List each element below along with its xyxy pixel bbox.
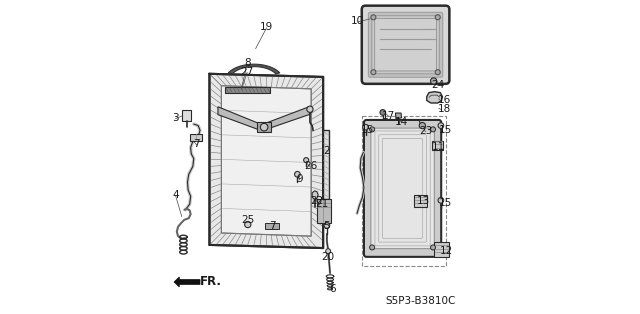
Polygon shape [396,113,402,119]
Polygon shape [264,107,312,130]
Polygon shape [221,86,311,236]
Circle shape [363,124,369,130]
Circle shape [370,127,374,132]
Polygon shape [427,92,442,103]
Text: 14: 14 [395,117,408,127]
FancyBboxPatch shape [369,12,443,77]
Text: 26: 26 [304,161,317,171]
Text: 10: 10 [351,16,364,26]
Circle shape [380,110,386,115]
Circle shape [371,15,376,20]
Circle shape [326,249,331,254]
Text: 13: 13 [417,196,430,206]
Text: 7: 7 [269,221,276,231]
Text: 2: 2 [323,146,330,156]
Text: 7: 7 [193,139,200,149]
Text: 6: 6 [329,284,336,294]
Polygon shape [228,64,280,74]
Text: FR.: FR. [200,275,221,289]
Circle shape [431,127,436,132]
Circle shape [303,158,308,163]
Text: 27: 27 [241,67,254,77]
Circle shape [431,245,436,250]
Circle shape [438,123,444,128]
Circle shape [370,245,374,250]
Text: 15: 15 [439,198,452,208]
Circle shape [244,221,251,228]
Circle shape [371,70,376,75]
FancyBboxPatch shape [371,128,435,249]
Text: 9: 9 [296,174,303,184]
Text: 5: 5 [323,221,330,231]
Text: 3: 3 [172,113,179,123]
Text: 25: 25 [241,215,255,225]
Circle shape [435,15,440,20]
Polygon shape [323,130,330,199]
Polygon shape [209,74,323,248]
FancyBboxPatch shape [362,6,449,84]
Circle shape [260,123,268,131]
Text: 15: 15 [361,125,374,135]
Circle shape [435,70,440,75]
Text: 17: 17 [382,111,395,121]
FancyBboxPatch shape [374,19,436,71]
Circle shape [431,78,437,84]
Text: 12: 12 [440,246,454,256]
FancyBboxPatch shape [372,16,439,74]
Polygon shape [257,122,271,132]
Circle shape [307,106,313,112]
Polygon shape [265,223,279,229]
Polygon shape [414,195,428,207]
Text: 15: 15 [439,125,452,135]
Text: 22: 22 [310,196,323,206]
Circle shape [324,223,330,228]
Polygon shape [225,87,270,93]
Text: 8: 8 [244,58,250,68]
Polygon shape [317,199,331,223]
Text: 19: 19 [260,22,273,32]
Polygon shape [174,277,200,287]
Circle shape [419,122,426,129]
Text: 24: 24 [431,80,445,90]
Text: 20: 20 [321,252,335,263]
Circle shape [294,171,300,177]
Polygon shape [433,141,443,150]
Polygon shape [434,242,449,257]
Text: 11: 11 [432,142,445,152]
Circle shape [438,198,444,203]
Text: 23: 23 [419,126,432,136]
Polygon shape [218,107,264,130]
Polygon shape [312,191,318,199]
FancyBboxPatch shape [364,120,441,257]
Text: S5P3-B3810C: S5P3-B3810C [385,296,456,306]
Polygon shape [189,134,202,141]
Polygon shape [368,81,449,82]
Text: 4: 4 [172,190,179,200]
Text: 21: 21 [315,199,328,209]
Text: 16: 16 [438,95,451,106]
Polygon shape [182,110,191,121]
Text: 18: 18 [438,104,451,114]
